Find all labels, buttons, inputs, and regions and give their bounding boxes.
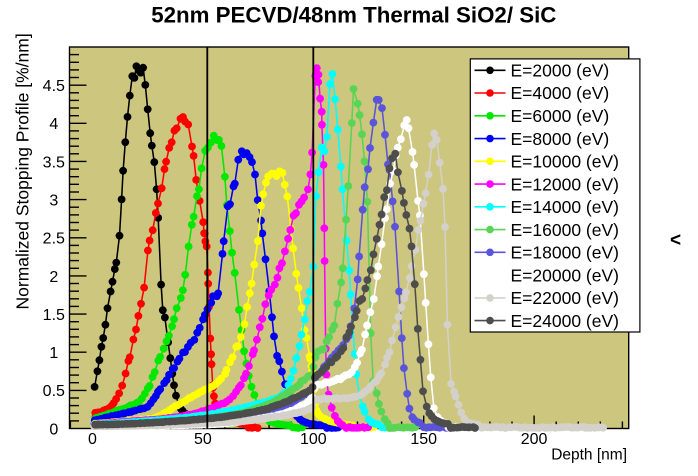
svg-text:100: 100 — [300, 431, 327, 448]
svg-text:Normalized Stopping Profile [%: Normalized Stopping Profile [%/nm] — [13, 33, 33, 309]
svg-text:E=12000 (eV): E=12000 (eV) — [511, 174, 619, 194]
svg-text:2: 2 — [49, 269, 58, 286]
svg-text:0.5: 0.5 — [43, 383, 65, 400]
svg-text:3.5: 3.5 — [43, 154, 65, 171]
svg-text:E=24000 (eV): E=24000 (eV) — [511, 311, 619, 331]
svg-text:E=4000 (eV): E=4000 (eV) — [511, 83, 610, 103]
svg-text:0: 0 — [49, 421, 58, 438]
svg-text:E=16000 (eV): E=16000 (eV) — [511, 220, 619, 240]
svg-text:E=20000 (eV): E=20000 (eV) — [511, 265, 619, 285]
svg-text:E=14000 (eV): E=14000 (eV) — [511, 197, 619, 217]
svg-text:2.5: 2.5 — [43, 231, 65, 248]
svg-text:<: < — [670, 230, 681, 251]
svg-text:4: 4 — [49, 116, 58, 133]
svg-text:50: 50 — [194, 431, 212, 448]
svg-text:E=10000 (eV): E=10000 (eV) — [511, 152, 619, 172]
svg-text:E=22000 (eV): E=22000 (eV) — [511, 288, 619, 308]
svg-text:E=18000 (eV): E=18000 (eV) — [511, 243, 619, 263]
svg-text:E=2000 (eV): E=2000 (eV) — [511, 61, 610, 81]
svg-text:Depth [nm]: Depth [nm] — [551, 447, 627, 464]
svg-text:E=6000 (eV): E=6000 (eV) — [511, 106, 610, 126]
svg-text:52nm PECVD/48nm Thermal SiO2/: 52nm PECVD/48nm Thermal SiO2/ SiC — [151, 2, 556, 27]
svg-text:1: 1 — [49, 345, 58, 362]
svg-text:3: 3 — [49, 193, 58, 210]
svg-text:200: 200 — [521, 431, 548, 448]
svg-text:1.5: 1.5 — [43, 307, 65, 324]
svg-text:E=8000 (eV): E=8000 (eV) — [511, 129, 610, 149]
svg-text:150: 150 — [410, 431, 437, 448]
svg-text:4.5: 4.5 — [43, 78, 65, 95]
svg-text:0: 0 — [88, 431, 97, 448]
